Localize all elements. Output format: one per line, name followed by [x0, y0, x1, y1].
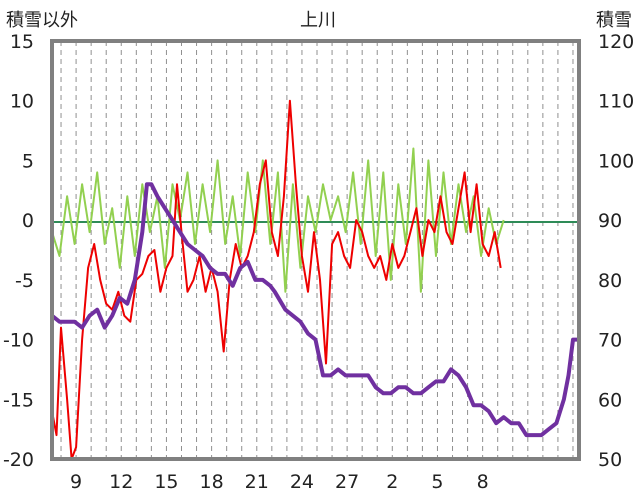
left-tick-label: -20	[3, 449, 34, 471]
x-tick-label: 9	[70, 471, 82, 493]
x-tick-label: 18	[200, 471, 224, 493]
series-lines	[50, 99, 579, 460]
right-tick-label: 100	[598, 150, 634, 172]
x-tick-label: 2	[386, 471, 398, 493]
left-axis-ticks: 15 10 5 0 -5 -10 -15 -20	[3, 31, 34, 471]
snow_depth-line	[50, 182, 579, 438]
x-tick-label: 5	[431, 471, 443, 493]
left-tick-label: -15	[3, 389, 34, 411]
x-tick-label: 24	[290, 471, 314, 493]
right-tick-label: 70	[598, 330, 622, 352]
right-tick-label: 80	[598, 270, 622, 292]
right-tick-label: 120	[598, 31, 634, 53]
left-tick-label: -10	[3, 330, 34, 352]
x-tick-label: 27	[335, 471, 359, 493]
plot-frame	[50, 39, 581, 461]
left-axis-label: 積雪以外	[6, 10, 78, 31]
right-tick-label: 50	[598, 449, 622, 471]
right-tick-label: 110	[598, 91, 634, 113]
left-tick-label: 5	[22, 150, 34, 172]
x-tick-label: 8	[477, 471, 489, 493]
right-axis-label: 積雪	[596, 10, 632, 31]
x-tick-label: 12	[109, 471, 133, 493]
left-tick-label: 10	[10, 91, 34, 113]
right-tick-label: 90	[598, 210, 622, 232]
right-axis-ticks: 120 110 100 90 80 70 60 50	[598, 31, 634, 471]
right-tick-label: 60	[598, 389, 622, 411]
chart-title: 上川	[300, 10, 336, 31]
x-axis-ticks: 9 12 15 18 21 24 27 2 5 8	[70, 471, 489, 493]
x-tick-label: 21	[245, 471, 269, 493]
left-tick-label: 0	[22, 210, 34, 232]
temperature-line	[51, 99, 502, 460]
left-tick-label: 15	[10, 31, 34, 53]
x-tick-label: 15	[154, 471, 178, 493]
left-tick-label: -5	[15, 270, 34, 292]
wind-line	[51, 147, 505, 293]
